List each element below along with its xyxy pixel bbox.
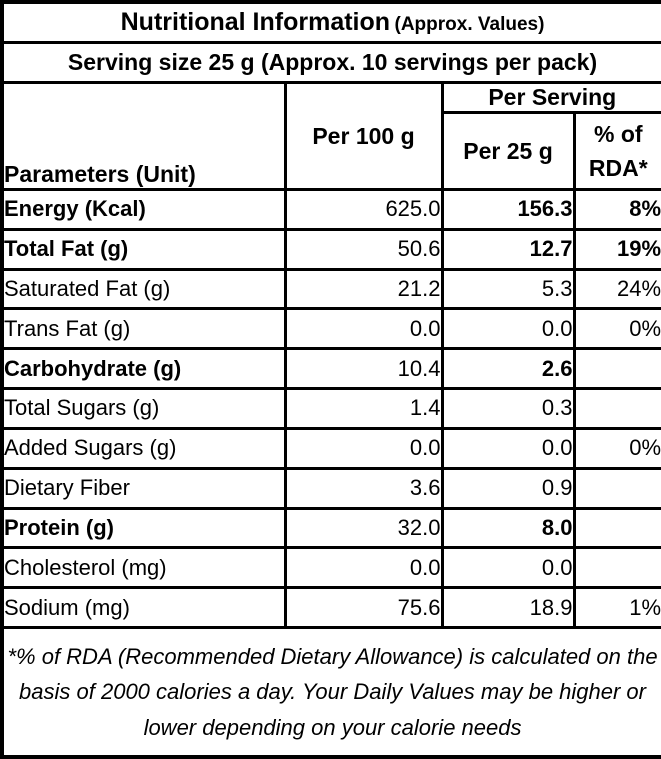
rda-footnote: *% of RDA (Recommended Dietary Allowance…: [0, 626, 661, 759]
per-100g-cell: 32.0: [283, 506, 444, 550]
parameter-cell: Sodium (mg): [0, 586, 287, 629]
parameter-cell: Added Sugars (g): [0, 426, 287, 470]
per-25g-cell: 0.3: [440, 387, 576, 430]
column-header-parameters: Parameters (Unit): [0, 81, 287, 191]
per-100g-cell: 0.0: [283, 426, 444, 470]
per-100g-cell: 625.0: [283, 188, 444, 231]
per-100g-cell: 0.0: [283, 307, 444, 351]
per-25g-cell: 0.0: [440, 426, 576, 470]
parameter-cell: Trans Fat (g): [0, 307, 287, 351]
table-row: Trans Fat (g) 0.0 0.0 0%: [0, 307, 661, 351]
parameter-cell: Saturated Fat (g): [0, 267, 287, 311]
parameter-cell: Total Sugars (g): [0, 387, 287, 430]
rda-cell: [572, 347, 661, 391]
per-100g-cell: 10.4: [283, 347, 444, 391]
parameter-cell: Cholesterol (mg): [0, 546, 287, 590]
footnote-row: *% of RDA (Recommended Dietary Allowance…: [0, 626, 661, 759]
title-text: Nutritional Information: [120, 8, 391, 36]
per-100g-cell: 21.2: [283, 267, 444, 311]
table-row: Sodium (mg) 75.6 18.9 1%: [0, 586, 661, 629]
per-25g-cell: 12.7: [440, 227, 576, 271]
rda-header-line2: RDA*: [588, 155, 648, 181]
parameter-cell: Dietary Fiber: [0, 466, 287, 510]
per-100g-cell: 75.6: [283, 586, 444, 629]
parameter-cell: Energy (Kcal): [0, 188, 287, 231]
serving-size-row: Serving size 25 g (Approx. 10 servings p…: [0, 41, 661, 84]
table-row: Total Fat (g) 50.6 12.7 19%: [0, 227, 661, 271]
table-row: Dietary Fiber 3.6 0.9: [0, 466, 661, 510]
title-row: Nutritional Information (Approx. Values): [0, 0, 661, 44]
column-header-per-25g: Per 25 g: [440, 111, 576, 191]
rda-cell: [572, 466, 661, 510]
per-25g-cell: 0.9: [440, 466, 576, 510]
table-header: Nutritional Information (Approx. Values)…: [0, 0, 661, 191]
per-25g-cell: 5.3: [440, 267, 576, 311]
rda-cell: [572, 506, 661, 550]
rda-cell: [572, 546, 661, 590]
title-note: (Approx. Values): [394, 14, 545, 35]
rda-cell: 0%: [572, 307, 661, 351]
table-footer: *% of RDA (Recommended Dietary Allowance…: [0, 626, 661, 759]
column-header-per-serving: Per Serving: [440, 81, 661, 114]
table-row: Cholesterol (mg) 0.0 0.0: [0, 546, 661, 590]
rda-cell: 24%: [572, 267, 661, 311]
parameter-cell: Protein (g): [0, 506, 287, 550]
column-header-row-1: Parameters (Unit) Per 100 g Per Serving: [0, 81, 661, 191]
per-100g-cell: 3.6: [283, 466, 444, 510]
per-25g-cell: 8.0: [440, 506, 576, 550]
table-row: Protein (g) 32.0 8.0: [0, 506, 661, 550]
rda-cell: 1%: [572, 586, 661, 629]
table-row: Total Sugars (g) 1.4 0.3: [0, 387, 661, 430]
column-header-per-100g: Per 100 g: [283, 81, 444, 191]
table-title: Nutritional Information (Approx. Values): [0, 0, 661, 44]
rda-cell: 0%: [572, 426, 661, 470]
rda-cell: 8%: [572, 188, 661, 231]
serving-size-text: Serving size 25 g (Approx. 10 servings p…: [0, 41, 661, 84]
per-25g-cell: 18.9: [440, 586, 576, 629]
per-25g-cell: 0.0: [440, 307, 576, 351]
table-row: Energy (Kcal) 625.0 156.3 8%: [0, 188, 661, 231]
column-header-rda: % of RDA*: [572, 111, 661, 191]
rda-cell: [572, 387, 661, 430]
parameter-cell: Total Fat (g): [0, 227, 287, 271]
table-row: Added Sugars (g) 0.0 0.0 0%: [0, 426, 661, 470]
per-100g-cell: 0.0: [283, 546, 444, 590]
per-100g-cell: 50.6: [283, 227, 444, 271]
rda-header-line1: % of: [593, 120, 643, 147]
parameter-cell: Carbohydrate (g): [0, 347, 287, 391]
column-header-row-2: Per 25 g % of RDA*: [2, 111, 661, 191]
per-100g-cell: 1.4: [283, 387, 444, 430]
table-row: Saturated Fat (g) 21.2 5.3 24%: [0, 267, 661, 311]
per-25g-cell: 2.6: [440, 347, 576, 391]
rda-cell: 19%: [572, 227, 661, 271]
per-25g-cell: 0.0: [440, 546, 576, 590]
per-25g-cell: 156.3: [440, 188, 576, 231]
table-body: Energy (Kcal) 625.0 156.3 8% Total Fat (g) 50…: [0, 188, 661, 629]
table-row: Carbohydrate (g) 10.4 2.6: [0, 347, 661, 391]
